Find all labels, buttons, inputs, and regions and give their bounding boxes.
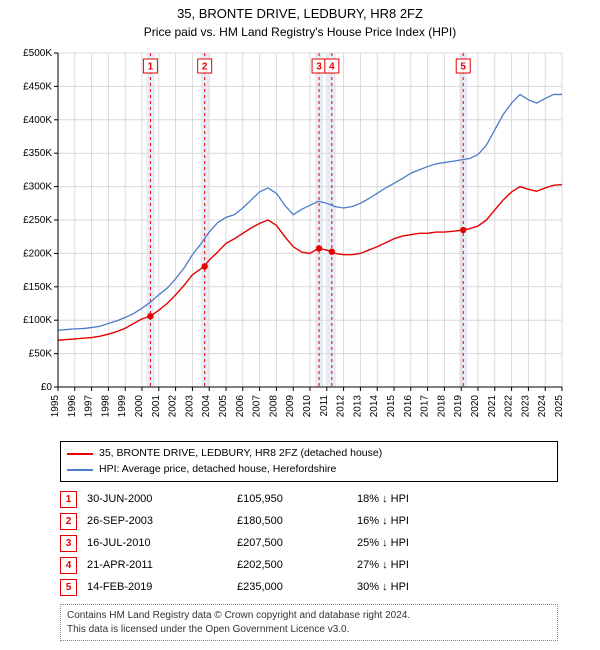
table-row: 3 16-JUL-2010 £207,500 25% ↓ HPI: [60, 532, 558, 554]
svg-text:2024: 2024: [537, 394, 548, 417]
sale-marker-box: 4: [60, 557, 77, 574]
svg-text:2023: 2023: [520, 394, 531, 417]
sale-date: 30-JUN-2000: [87, 493, 227, 505]
table-row: 5 14-FEB-2019 £235,000 30% ↓ HPI: [60, 576, 558, 598]
svg-text:2008: 2008: [268, 394, 279, 417]
svg-text:2022: 2022: [504, 394, 515, 417]
svg-text:2015: 2015: [386, 394, 397, 417]
svg-text:2005: 2005: [218, 394, 229, 417]
svg-text:£250K: £250K: [23, 215, 52, 226]
credits-box: Contains HM Land Registry data © Crown c…: [60, 604, 558, 641]
svg-text:2001: 2001: [151, 394, 162, 417]
legend-box: 35, BRONTE DRIVE, LEDBURY, HR8 2FZ (deta…: [60, 441, 558, 483]
table-row: 4 21-APR-2011 £202,500 27% ↓ HPI: [60, 554, 558, 576]
sale-date: 26-SEP-2003: [87, 515, 227, 527]
svg-text:2002: 2002: [168, 394, 179, 417]
svg-text:2025: 2025: [554, 394, 565, 417]
svg-text:£50K: £50K: [29, 348, 53, 359]
svg-text:2004: 2004: [201, 394, 212, 417]
sale-diff: 16% ↓ HPI: [357, 515, 558, 527]
legend-row: HPI: Average price, detached house, Here…: [67, 462, 551, 478]
sale-diff: 27% ↓ HPI: [357, 559, 558, 571]
sale-date: 14-FEB-2019: [87, 581, 227, 593]
svg-text:1996: 1996: [67, 394, 78, 417]
svg-text:2014: 2014: [369, 394, 380, 417]
sale-price: £207,500: [237, 537, 347, 549]
svg-text:2012: 2012: [336, 394, 347, 417]
svg-text:2016: 2016: [403, 394, 414, 417]
svg-text:2011: 2011: [319, 394, 330, 416]
svg-text:£450K: £450K: [23, 81, 52, 92]
sale-price: £180,500: [237, 515, 347, 527]
svg-text:2: 2: [202, 61, 208, 72]
legend-swatch: [67, 469, 93, 471]
sale-marker-box: 3: [60, 535, 77, 552]
sale-price: £235,000: [237, 581, 347, 593]
chart-svg: 1 2 34 5 £0 £50K £100K £150K £200K £250K £300K £350…: [8, 45, 592, 435]
svg-text:£300K: £300K: [23, 181, 52, 192]
svg-text:2021: 2021: [487, 394, 498, 417]
sale-marker-box: 2: [60, 513, 77, 530]
credits-line-1: Contains HM Land Registry data © Crown c…: [67, 609, 551, 623]
chart-subtitle: Price paid vs. HM Land Registry's House …: [8, 25, 592, 39]
svg-text:2007: 2007: [252, 394, 263, 417]
svg-text:2020: 2020: [470, 394, 481, 417]
legend-swatch: [67, 453, 93, 455]
table-row: 2 26-SEP-2003 £180,500 16% ↓ HPI: [60, 510, 558, 532]
svg-text:1998: 1998: [100, 394, 111, 417]
svg-text:1: 1: [148, 61, 154, 72]
svg-text:2019: 2019: [453, 394, 464, 417]
svg-text:2017: 2017: [420, 394, 431, 417]
chart-title: 35, BRONTE DRIVE, LEDBURY, HR8 2FZ: [8, 6, 592, 23]
svg-text:2009: 2009: [285, 394, 296, 417]
sale-date: 21-APR-2011: [87, 559, 227, 571]
svg-text:1997: 1997: [84, 394, 95, 417]
svg-text:1995: 1995: [50, 394, 61, 417]
sale-marker-box: 5: [60, 579, 77, 596]
table-row: 1 30-JUN-2000 £105,950 18% ↓ HPI: [60, 488, 558, 510]
sale-price: £105,950: [237, 493, 347, 505]
svg-text:£500K: £500K: [23, 48, 52, 59]
svg-text:£150K: £150K: [23, 282, 52, 293]
svg-text:4: 4: [329, 61, 335, 72]
svg-text:£0: £0: [41, 382, 53, 393]
sale-marker-box: 1: [60, 491, 77, 508]
sale-diff: 25% ↓ HPI: [357, 537, 558, 549]
sale-diff: 18% ↓ HPI: [357, 493, 558, 505]
svg-text:2006: 2006: [235, 394, 246, 417]
svg-text:3: 3: [316, 61, 322, 72]
svg-text:2018: 2018: [436, 394, 447, 417]
svg-text:£350K: £350K: [23, 148, 52, 159]
svg-text:£200K: £200K: [23, 248, 52, 259]
svg-text:5: 5: [460, 61, 466, 72]
sale-diff: 30% ↓ HPI: [357, 581, 558, 593]
legend-label: HPI: Average price, detached house, Here…: [99, 462, 336, 478]
chart-area: 1 2 34 5 £0 £50K £100K £150K £200K £250K £300K £350…: [8, 45, 592, 435]
sale-date: 16-JUL-2010: [87, 537, 227, 549]
legend-label: 35, BRONTE DRIVE, LEDBURY, HR8 2FZ (deta…: [99, 446, 382, 462]
legend-row: 35, BRONTE DRIVE, LEDBURY, HR8 2FZ (deta…: [67, 446, 551, 462]
svg-text:2000: 2000: [134, 394, 145, 417]
sale-price: £202,500: [237, 559, 347, 571]
sales-table: 1 30-JUN-2000 £105,950 18% ↓ HPI 2 26-SEP-200…: [60, 488, 558, 598]
svg-text:£400K: £400K: [23, 115, 52, 126]
svg-text:£100K: £100K: [23, 315, 52, 326]
credits-line-2: This data is licensed under the Open Gov…: [67, 623, 551, 637]
svg-text:1999: 1999: [117, 394, 128, 417]
svg-text:2010: 2010: [302, 394, 313, 417]
svg-text:2003: 2003: [184, 394, 195, 417]
svg-text:2013: 2013: [352, 394, 363, 417]
